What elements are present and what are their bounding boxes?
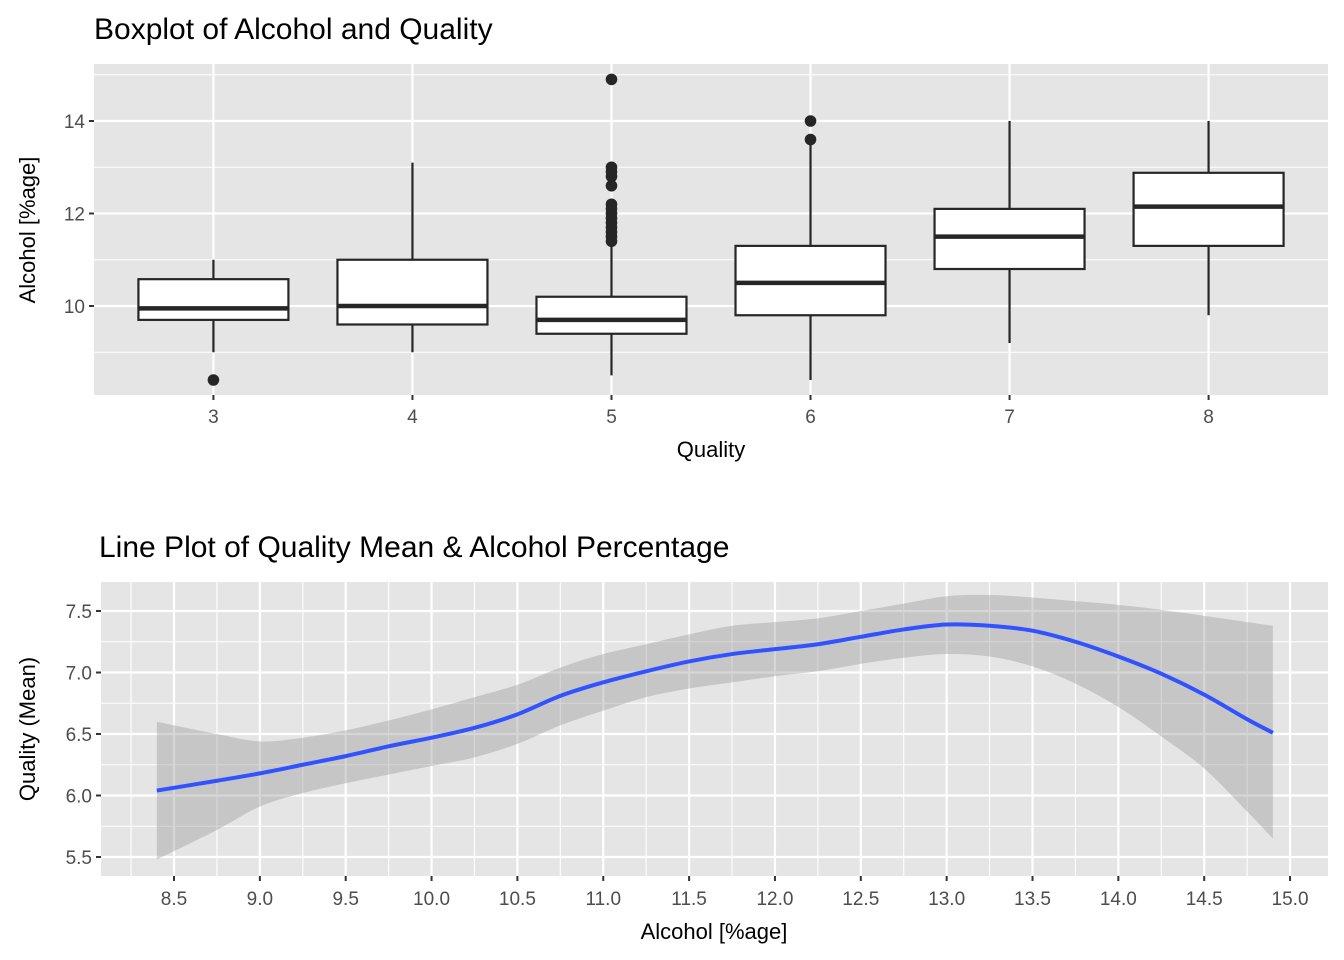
boxplot-chart: Boxplot of Alcohol and Quality 10 12 14 3 4 5… [15, 13, 1328, 462]
confidence-ribbon [156, 594, 1273, 860]
box-iqr [1132, 171, 1285, 247]
box-group-quality-6 [734, 115, 887, 380]
boxplot-axes: 10 12 14 3 4 5 6 7 8 [64, 112, 1214, 428]
x-tick-label: 6 [805, 407, 816, 428]
box-group-quality-8 [1132, 121, 1285, 316]
boxplot-title: Boxplot of Alcohol and Quality [94, 13, 493, 46]
y-tick-label: 5.5 [66, 848, 92, 869]
x-tick-label: 5 [606, 407, 617, 428]
y-tick-label: 12 [64, 205, 85, 226]
box-group-quality-3 [137, 259, 290, 386]
y-tick-label: 6.0 [66, 787, 92, 808]
box-iqr [137, 278, 290, 321]
x-tick-label: 14.5 [1186, 889, 1223, 910]
boxplot-panel [94, 64, 1328, 395]
x-tick-label: 13.0 [928, 889, 965, 910]
line-chart-axes: 8.5 9.0 9.5 10.0 10.5 11.0 11.5 12.0 12.5 13.0 13.… [66, 602, 1309, 910]
outlier-point [605, 179, 618, 192]
line-chart-x-axis-label: Alcohol [%age] [641, 919, 788, 944]
x-tick-label: 11.5 [671, 889, 707, 910]
x-tick-label: 9.5 [332, 889, 358, 910]
outlier-point [804, 115, 817, 127]
x-tick-label: 3 [208, 407, 219, 428]
box-iqr [336, 258, 489, 326]
outlier-point [605, 161, 618, 174]
x-tick-label: 9.0 [247, 889, 273, 910]
outlier-point [605, 198, 618, 211]
outlier-point [605, 73, 618, 86]
x-tick-label: 13.5 [1014, 889, 1051, 910]
x-tick-label: 11.0 [585, 889, 621, 910]
box-group-quality-5 [535, 73, 688, 376]
outlier-point [207, 374, 220, 386]
x-tick-label: 14.0 [1100, 889, 1137, 910]
y-tick-label: 14 [64, 112, 86, 133]
box-iqr [734, 244, 887, 317]
x-tick-label: 10.0 [413, 889, 450, 910]
x-tick-label: 12.0 [756, 889, 793, 910]
y-tick-label: 7.5 [66, 602, 92, 623]
x-tick-label: 12.5 [842, 889, 879, 910]
line-chart-y-axis-label: Quality (Mean) [15, 657, 40, 801]
y-tick-label: 10 [64, 297, 85, 318]
x-tick-label: 10.5 [499, 889, 536, 910]
y-tick-label: 6.5 [66, 725, 92, 746]
y-tick-label: 7.0 [66, 664, 92, 685]
box-group-quality-4 [336, 162, 489, 353]
x-tick-label: 8 [1203, 407, 1214, 428]
line-chart: Line Plot of Quality Mean & Alcohol Perc… [15, 531, 1328, 944]
x-tick-label: 15.0 [1272, 889, 1309, 910]
box-iqr [933, 207, 1086, 271]
box-group-quality-7 [933, 121, 1086, 343]
outlier-point [804, 133, 817, 146]
boxplot-x-axis-label: Quality [677, 437, 745, 462]
x-tick-label: 4 [407, 407, 418, 428]
box-iqr [535, 295, 688, 335]
x-tick-label: 8.5 [161, 889, 187, 910]
line-chart-gridlines [101, 582, 1328, 876]
boxplot-y-axis-label: Alcohol [%age] [15, 157, 40, 304]
line-chart-panel [101, 582, 1328, 876]
boxplot-boxes [137, 73, 1285, 386]
line-chart-title: Line Plot of Quality Mean & Alcohol Perc… [99, 531, 729, 564]
x-tick-label: 7 [1004, 407, 1015, 428]
smooth-line [156, 622, 1274, 793]
